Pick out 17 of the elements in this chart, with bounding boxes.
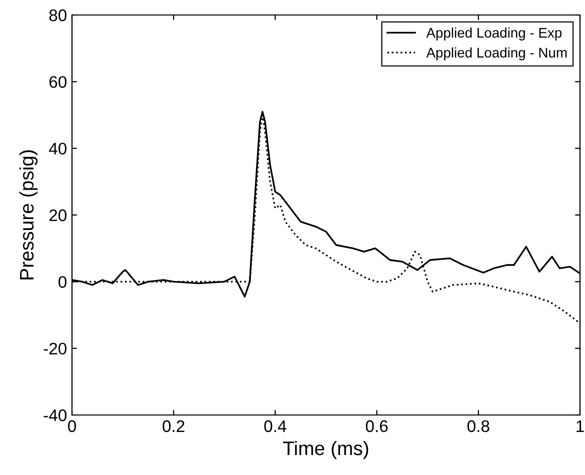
x-tick-label: 0.2	[162, 420, 184, 432]
x-axis-title: Time (ms)	[283, 440, 368, 460]
legend-label: Applied Loading - Exp	[426, 28, 562, 40]
y-tick-label: -20	[44, 342, 66, 355]
y-tick-label: 20	[49, 209, 66, 222]
y-tick-label: 60	[49, 76, 66, 88]
y-tick-label: 0	[58, 276, 66, 288]
x-tick-label: 0.6	[366, 420, 388, 432]
y-tick-label: -40	[44, 409, 66, 422]
x-tick-label: 0.4	[264, 420, 286, 432]
x-tick-label: 0	[68, 420, 76, 432]
x-tick-label: 1	[576, 420, 584, 432]
legend-label: Applied Loading - Num	[426, 47, 567, 60]
x-tick-label: 0.8	[467, 420, 490, 432]
y-tick-label: 40	[48, 142, 66, 155]
y-tick-label: 80	[49, 9, 66, 22]
y-axis-title: Pressure (psig)	[19, 150, 38, 280]
